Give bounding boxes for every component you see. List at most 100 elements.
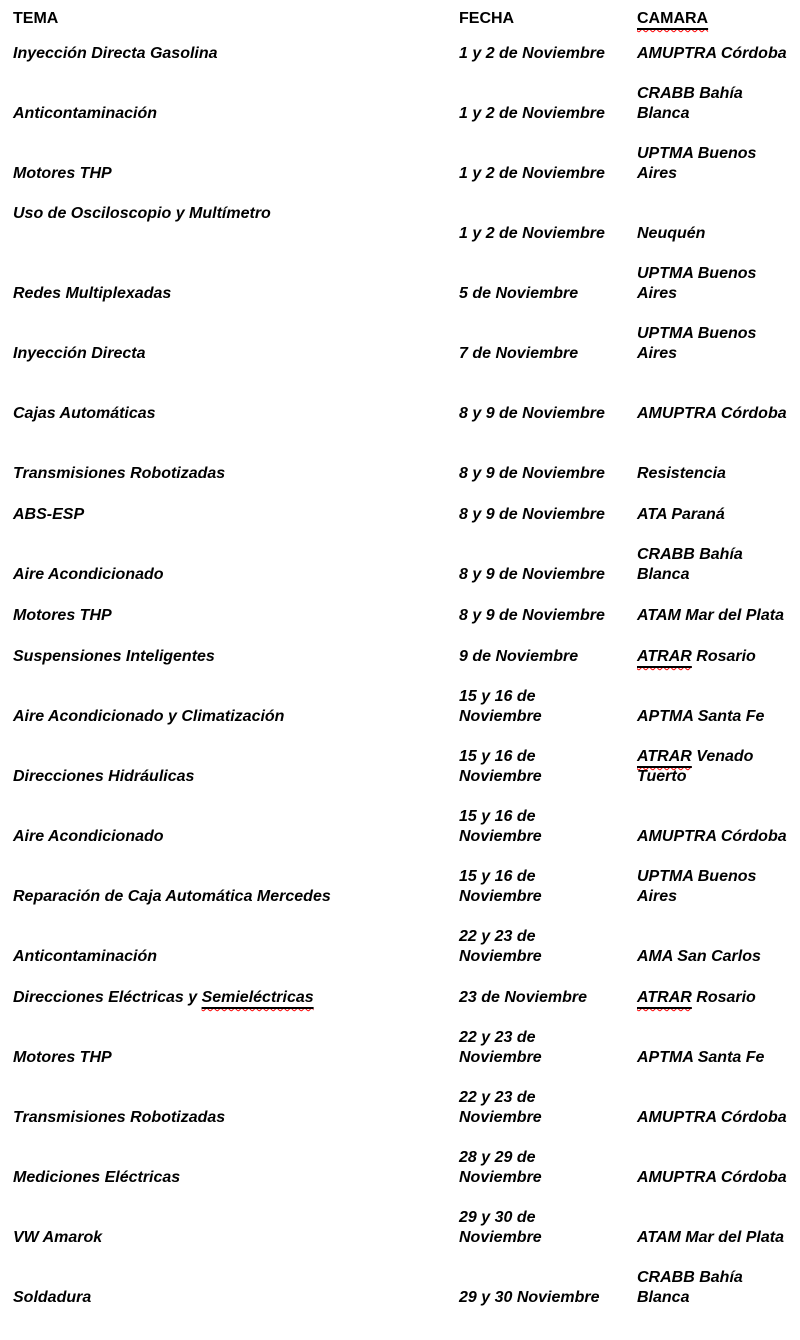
camara-cell: AMUPTRA Córdoba (637, 45, 787, 62)
camara-cell: Neuquén (637, 225, 706, 242)
tema-cell: Aire Acondicionado (13, 828, 164, 845)
table-row: VW Amarok 29 y 30 de Noviembre ATAM Mar … (0, 1194, 800, 1254)
table-row: Motores THP 8 y 9 de Noviembre ATAM Mar … (0, 591, 800, 632)
table-row: Aire Acondicionado 8 y 9 de Noviembre CR… (0, 531, 800, 591)
table-row: Uso de Osciloscopio y Multímetro 1 y 2 d… (0, 190, 800, 250)
fecha-cell: 29 y 30 Noviembre (459, 1289, 600, 1306)
fecha-cell: 1 y 2 de Noviembre (459, 105, 605, 122)
table-row: Motores THP 1 y 2 de Noviembre UPTMA Bue… (0, 130, 800, 190)
table-row: ABS-ESP 8 y 9 de Noviembre ATA Paraná (0, 490, 800, 531)
camara-cell: UPTMA Buenos Aires (637, 325, 757, 362)
tema-cell: Redes Multiplexadas (13, 285, 172, 302)
tema-cell: Uso de Osciloscopio y Multímetro (13, 205, 271, 222)
fecha-cell: 8 y 9 de Noviembre (459, 506, 605, 523)
tema-cell: Direcciones Hidráulicas (13, 768, 195, 785)
fecha-cell: 8 y 9 de Noviembre (459, 405, 605, 422)
camara-cell: CRABB Bahía Blanca (637, 1269, 743, 1306)
table-row: Transmisiones Robotizadas 8 y 9 de Novie… (0, 430, 800, 490)
tema-cell: Suspensiones Inteligentes (13, 648, 215, 665)
misspelling-squiggle: Semieléctricas (201, 989, 314, 1006)
tema-cell: Motores THP (13, 1049, 112, 1066)
tema-cell: Inyección Directa (13, 345, 146, 362)
camara-cell: ATRAR Rosario (637, 989, 756, 1006)
fecha-cell: 28 y 29 de Noviembre (459, 1149, 542, 1186)
table-row: Soldadura 29 y 30 Noviembre CRABB Bahía … (0, 1254, 800, 1314)
camara-cell: APTMA Santa Fe (637, 708, 765, 725)
tema-cell: Inyección Directa Gasolina (13, 45, 218, 62)
table-row: Anticontaminación 22 y 23 de Noviembre A… (0, 913, 800, 973)
fecha-cell: 7 de Noviembre (459, 345, 579, 362)
fecha-cell: 22 y 23 de Noviembre (459, 1089, 542, 1126)
fecha-cell: 22 y 23 de Noviembre (459, 928, 542, 965)
table-row: Transmisiones Robotizadas 22 y 23 de Nov… (0, 1074, 800, 1134)
fecha-cell: 9 de Noviembre (459, 648, 579, 665)
tema-cell: Cajas Automáticas (13, 405, 156, 422)
camara-cell: ATRAR Rosario (637, 648, 756, 665)
tema-cell: Mediciones Eléctricas (13, 1169, 181, 1186)
fecha-cell: 5 de Noviembre (459, 285, 579, 302)
table-row: Aire Acondicionado 15 y 16 de Noviembre … (0, 793, 800, 853)
table-row: Inyección Directa 7 de Noviembre UPTMA B… (0, 310, 800, 370)
table-row: Inyección Directa Gasolina 1 y 2 de Novi… (0, 32, 800, 70)
fecha-cell: 8 y 9 de Noviembre (459, 566, 605, 583)
camara-cell: UPTMA Buenos Aires (637, 265, 757, 302)
camara-cell: AMUPTRA Córdoba (637, 1109, 787, 1126)
column-header-camara: CAMARA (624, 0, 800, 32)
misspelling-squiggle: ATRAR (637, 648, 692, 665)
fecha-cell: 15 y 16 de Noviembre (459, 868, 542, 905)
fecha-cell: 8 y 9 de Noviembre (459, 465, 605, 482)
camara-cell: AMUPTRA Córdoba (637, 1169, 787, 1186)
fecha-cell: 8 y 9 de Noviembre (459, 607, 605, 624)
table-row: Direcciones Hidráulicas 15 y 16 de Novie… (0, 733, 800, 793)
table-row: Anticontaminación 1 y 2 de Noviembre CRA… (0, 70, 800, 130)
camara-cell: ATA Paraná (637, 506, 725, 523)
table-row: Suspensiones Inteligentes 9 de Noviembre… (0, 632, 800, 673)
table-row: Cajas Automáticas 8 y 9 de Noviembre AMU… (0, 370, 800, 430)
tema-cell: Anticontaminación (13, 105, 158, 122)
table-row: Motores THP 22 y 23 de Noviembre APTMA S… (0, 1014, 800, 1074)
tema-cell: ABS-ESP (13, 506, 85, 523)
camara-cell: Resistencia (637, 465, 726, 482)
fecha-cell: 1 y 2 de Noviembre (459, 45, 605, 62)
camara-cell: AMUPTRA Córdoba (637, 828, 787, 845)
tema-cell: Aire Acondicionado (13, 566, 164, 583)
fecha-cell: 1 y 2 de Noviembre (459, 225, 605, 242)
tema-cell: Soldadura (13, 1289, 92, 1306)
camara-cell: CRABB Bahía Blanca (637, 546, 743, 583)
camara-cell: ATAM Mar del Plata (637, 607, 784, 624)
table-row: Mediciones Eléctricas 28 y 29 de Noviemb… (0, 1134, 800, 1194)
tema-cell: Motores THP (13, 607, 112, 624)
tema-cell: VW Amarok (13, 1229, 103, 1246)
column-header-fecha: FECHA (459, 10, 515, 27)
misspelling-squiggle: ATRAR (637, 989, 692, 1006)
fecha-cell: 22 y 23 de Noviembre (459, 1029, 542, 1066)
fecha-cell: 23 de Noviembre (459, 989, 588, 1006)
tema-cell: Transmisiones Robotizadas (13, 1109, 226, 1126)
tema-cell: Motores THP (13, 165, 112, 182)
camara-cell: ATAM Mar del Plata (637, 1229, 784, 1246)
column-header-tema: TEMA (13, 10, 59, 27)
camara-cell: CRABB Bahía Blanca (637, 85, 743, 122)
tema-cell: Reparación de Caja Automática Mercedes (13, 888, 331, 905)
table-row: Aire Acondicionado y Climatización 15 y … (0, 673, 800, 733)
table-header-row: TEMA FECHA CAMARA (0, 0, 800, 32)
camara-cell: AMUPTRA Córdoba (637, 405, 787, 422)
misspelling-squiggle: ATRAR (637, 748, 692, 765)
tema-cell: Transmisiones Robotizadas (13, 465, 226, 482)
camara-cell: AMA San Carlos (637, 948, 761, 965)
camara-cell: ATRAR Venado Tuerto (637, 748, 754, 785)
table-row: Reparación de Caja Automática Mercedes 1… (0, 853, 800, 913)
table-row: Direcciones Eléctricas y Semieléctricas … (0, 973, 800, 1014)
tema-cell: Anticontaminación (13, 948, 158, 965)
fecha-cell: 29 y 30 de Noviembre (459, 1209, 542, 1246)
fecha-cell: 15 y 16 de Noviembre (459, 688, 542, 725)
tema-cell: Direcciones Eléctricas y Semieléctricas (13, 989, 314, 1006)
camara-cell: APTMA Santa Fe (637, 1049, 765, 1066)
camara-cell: UPTMA Buenos Aires (637, 868, 757, 905)
table-row: Redes Multiplexadas 5 de Noviembre UPTMA… (0, 250, 800, 310)
misspelling-squiggle: CAMARA (637, 10, 709, 27)
fecha-cell: 15 y 16 de Noviembre (459, 748, 542, 785)
tema-cell: Aire Acondicionado y Climatización (13, 708, 285, 725)
fecha-cell: 15 y 16 de Noviembre (459, 808, 542, 845)
